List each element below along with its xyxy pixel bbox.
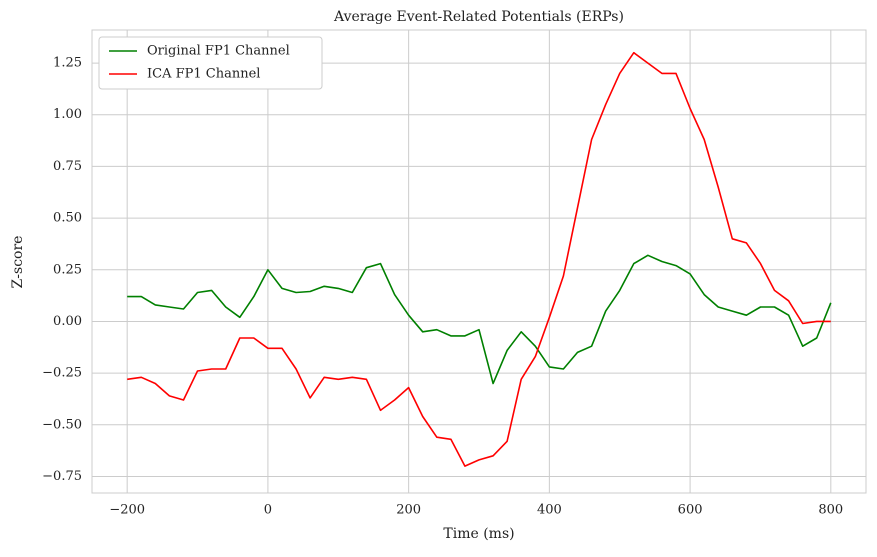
legend: Original FP1 Channel ICA FP1 Channel <box>98 36 323 90</box>
x-axis-label: Time (ms) <box>443 526 514 542</box>
y-tick-label: 0.75 <box>53 159 82 174</box>
y-axis-label: Z-score <box>10 236 26 289</box>
data-line <box>127 254 832 385</box>
data-line <box>127 51 831 467</box>
y-tick-label: −0.50 <box>42 417 82 432</box>
legend-box <box>98 36 323 90</box>
y-tick-label: −0.25 <box>42 366 82 381</box>
x-tick-label: −200 <box>109 503 145 518</box>
x-tick-label: 800 <box>818 503 843 518</box>
plot-frame <box>91 29 867 494</box>
y-tick-label: 0.25 <box>53 262 82 277</box>
y-tick-label: −0.75 <box>42 469 82 484</box>
x-tick-label: 200 <box>396 503 421 518</box>
chart-title: Average Event-Related Potentials (ERPs) <box>333 9 624 25</box>
y-tick-label: 0.00 <box>53 314 82 329</box>
x-tick-label: 600 <box>678 503 703 518</box>
legend-label: ICA FP1 Channel <box>147 67 260 82</box>
x-tick-label: 0 <box>264 503 272 518</box>
y-tick-label: 0.50 <box>53 211 82 226</box>
legend-label: Original FP1 Channel <box>147 44 290 59</box>
x-tick-label: 400 <box>537 503 562 518</box>
y-tick-label: 1.00 <box>53 107 82 122</box>
y-tick-label: 1.25 <box>53 56 82 71</box>
